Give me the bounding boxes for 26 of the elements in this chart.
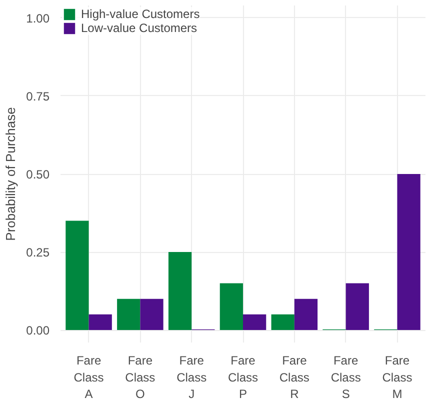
bar	[271, 314, 294, 330]
bar	[168, 252, 192, 330]
legend-label: High-value Customers	[81, 7, 200, 21]
x-tick-label: Fare Class M	[382, 354, 412, 402]
x-tick-label: Fare Class O	[125, 354, 156, 402]
bar	[66, 220, 89, 330]
y-tick-label: 0.00	[26, 324, 50, 338]
x-tick-label: Fare Class S	[330, 354, 361, 402]
x-tick-label: Fare Class R	[279, 354, 310, 402]
y-tick-label: 0.50	[26, 168, 50, 182]
y-tick-label: 1.00	[26, 11, 50, 26]
bar	[397, 174, 420, 330]
bar	[220, 283, 243, 330]
x-tick-label: Fare Class A	[74, 354, 104, 402]
legend-label: Low-value Customers	[81, 21, 198, 35]
bar	[243, 314, 266, 330]
y-tick-label: 0.75	[26, 89, 50, 104]
bar	[140, 298, 164, 330]
x-tick-label: Fare Class P	[228, 354, 258, 402]
bar	[117, 298, 140, 330]
x-tick-label: Fare Class J	[176, 354, 207, 402]
bar	[88, 314, 112, 330]
bar	[294, 298, 318, 330]
y-axis-title: Probability of Purchase	[3, 107, 18, 241]
y-tick-label: 0.25	[26, 246, 50, 260]
bar	[346, 283, 369, 330]
